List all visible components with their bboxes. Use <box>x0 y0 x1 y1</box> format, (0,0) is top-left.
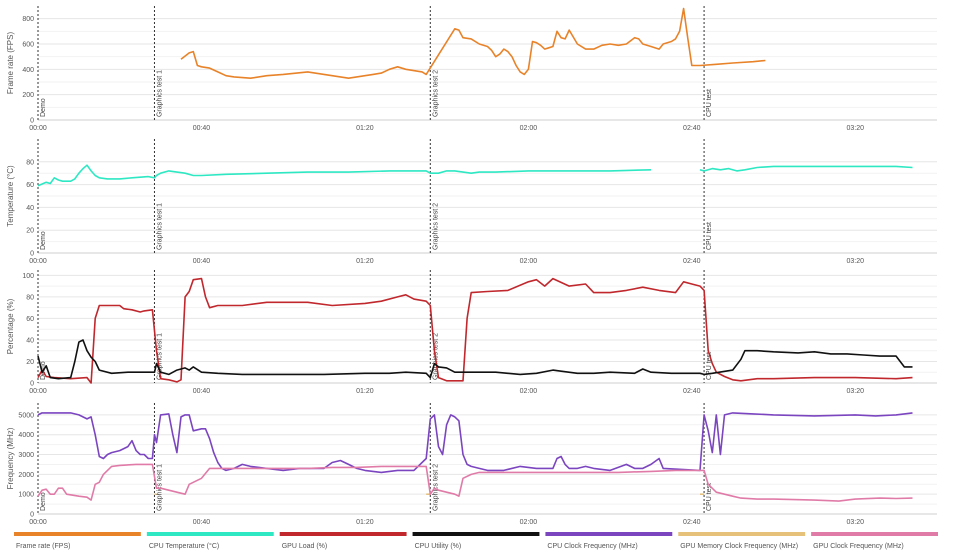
series-line-cpu-utility <box>37 339 913 380</box>
segment-label: Demo <box>40 98 47 117</box>
x-tick-label: 00:40 <box>193 388 211 395</box>
segment-label: Graphics test 1 <box>156 333 163 380</box>
x-tick-label: 02:00 <box>520 519 538 526</box>
y-tick-label: 40 <box>26 205 34 212</box>
y-tick-label: 60 <box>26 316 34 323</box>
series-line-cpu-temperature-c <box>37 164 652 187</box>
x-tick-label: 00:00 <box>29 519 47 526</box>
x-tick-label: 00:00 <box>29 258 47 265</box>
x-tick-label: 00:40 <box>193 519 211 526</box>
x-tick-label: 00:00 <box>29 125 47 132</box>
legend-label: GPU Load (%) <box>282 543 328 550</box>
legend-label: Frame rate (FPS) <box>16 543 70 550</box>
y-tick-label: 400 <box>22 67 34 74</box>
y-tick-label: 20 <box>26 228 34 235</box>
legend-label: CPU Temperature (°C) <box>149 542 219 550</box>
segment-label: CPU test <box>706 352 713 380</box>
y-tick-label: 20 <box>26 359 34 366</box>
legend-label: GPU Memory Clock Frequency (MHz) <box>680 543 798 550</box>
y-tick-label: 40 <box>26 337 34 344</box>
legend-swatch <box>811 532 938 536</box>
legend-swatch <box>146 532 274 536</box>
legend-swatch <box>545 532 673 536</box>
y-tick-label: 1000 <box>18 492 34 499</box>
legend-swatch <box>279 532 407 536</box>
legend-swatch <box>14 532 141 536</box>
x-tick-label: 02:40 <box>683 125 701 132</box>
y-tick-label: 5000 <box>18 412 34 419</box>
series-line-gpu-load <box>37 277 913 384</box>
y-tick-label: 3000 <box>18 452 34 459</box>
legend-label: GPU Clock Frequency (MHz) <box>813 543 904 550</box>
y-tick-label: 2000 <box>18 472 34 479</box>
legend-swatch <box>412 532 540 536</box>
segment-label: Graphics test 2 <box>432 70 439 117</box>
y-tick-label: 80 <box>26 294 34 301</box>
x-tick-label: 02:40 <box>683 258 701 265</box>
x-tick-label: 03:20 <box>847 388 865 395</box>
y-tick-label: 0 <box>30 381 34 388</box>
y-tick-label: 600 <box>22 42 34 49</box>
y-tick-label: 80 <box>26 159 34 166</box>
x-tick-label: 03:20 <box>847 125 865 132</box>
y-tick-label: 0 <box>30 512 34 519</box>
segment-label: CPU test <box>706 222 713 250</box>
y-axis-label: Temperature (°C) <box>6 165 15 227</box>
y-axis-label: Frame rate (FPS) <box>6 32 15 95</box>
legend-label: CPU Utility (%) <box>415 543 462 550</box>
series-line-cpu-clock-frequency-mhz <box>37 412 913 474</box>
series-line-frame-rate-fps <box>180 7 766 79</box>
x-tick-label: 01:20 <box>356 519 374 526</box>
x-tick-label: 00:40 <box>193 258 211 265</box>
segment-label: Graphics test 2 <box>432 464 439 511</box>
x-tick-label: 02:00 <box>520 125 538 132</box>
legend-label: CPU Clock Frequency (MHz) <box>547 543 637 550</box>
segment-label: Graphics test 2 <box>432 203 439 250</box>
series-line-cpu-temperature-c <box>699 165 913 172</box>
segment-label: Demo <box>40 492 47 511</box>
x-tick-label: 03:20 <box>847 519 865 526</box>
segment-label: CPU test <box>706 483 713 511</box>
segment-label: CPU test <box>706 89 713 117</box>
y-axis-label: Percentage (%) <box>6 298 15 354</box>
x-tick-label: 02:00 <box>520 258 538 265</box>
y-tick-label: 0 <box>30 118 34 125</box>
y-tick-label: 800 <box>22 16 34 23</box>
legend-swatch <box>678 532 806 536</box>
x-tick-label: 01:20 <box>356 125 374 132</box>
x-tick-label: 00:40 <box>193 125 211 132</box>
x-tick-label: 00:00 <box>29 388 47 395</box>
y-tick-label: 100 <box>22 273 34 280</box>
y-tick-label: 200 <box>22 92 34 99</box>
x-tick-label: 02:40 <box>683 519 701 526</box>
y-tick-label: 60 <box>26 182 34 189</box>
y-tick-label: 4000 <box>18 432 34 439</box>
x-tick-label: 01:20 <box>356 388 374 395</box>
segment-label: Graphics test 1 <box>156 203 163 250</box>
series-line-gpu-clock-frequency-mhz <box>37 463 913 502</box>
x-tick-label: 03:20 <box>847 258 865 265</box>
segment-label: Graphics test 1 <box>156 70 163 117</box>
x-tick-label: 01:20 <box>356 258 374 265</box>
y-tick-label: 0 <box>30 251 34 258</box>
segment-label: Demo <box>40 231 47 250</box>
x-tick-label: 02:40 <box>683 388 701 395</box>
y-axis-label: Frequency (MHz) <box>6 427 15 489</box>
x-tick-label: 02:00 <box>520 388 538 395</box>
